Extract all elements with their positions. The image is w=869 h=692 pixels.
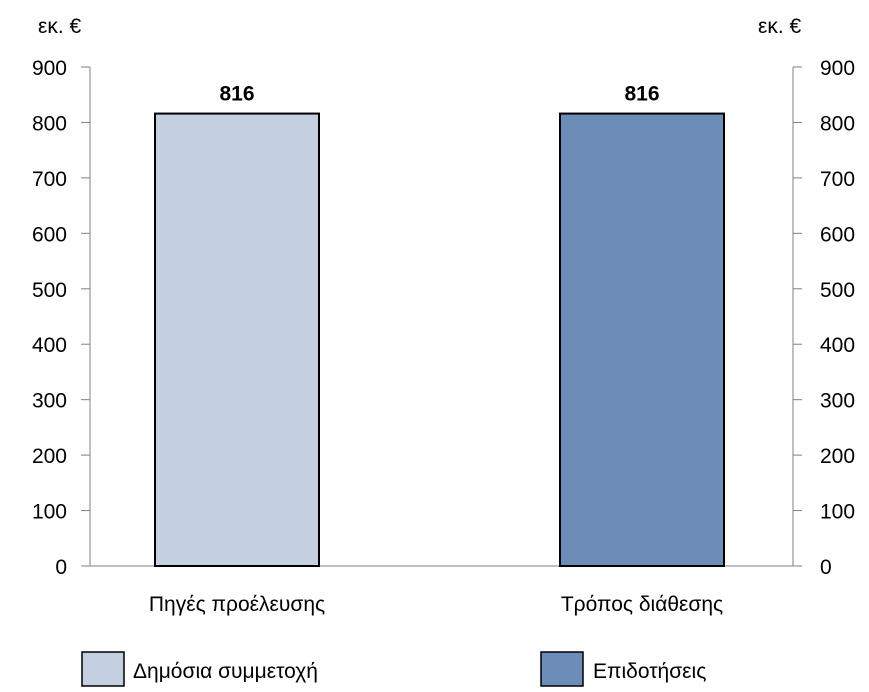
left-axis-tick-label: 800 [32,112,67,135]
legend-label: Επιδοτήσεις [593,660,706,683]
left-axis-tick-label: 400 [32,334,67,357]
left-axis-unit-label: εκ. € [38,15,82,38]
right-axis-tick-label: 900 [820,57,855,80]
left-axis-tick-label: 100 [32,501,67,524]
bar-data-label: 816 [219,83,254,106]
left-axis-tick-label: 0 [55,556,67,579]
right-axis-unit-label: εκ. € [758,15,802,38]
bar [559,112,725,567]
right-axis-tick-label: 800 [820,112,855,135]
right-axis-tick-label: 300 [820,390,855,413]
left-axis-tick-label: 700 [32,168,67,191]
category-labels: Πηγές προέλευσης Τρόπος διάθεσης [149,593,723,616]
category-label: Πηγές προέλευσης [149,593,325,616]
right-axis-tick-label: 700 [820,168,855,191]
legend-swatch [81,651,125,687]
bar [154,112,320,567]
right-axis-tick-label: 100 [820,501,855,524]
left-axis-tick-label: 600 [32,223,67,246]
left-axis-tick-label: 200 [32,445,67,468]
right-axis-tick-label: 600 [820,223,855,246]
left-axis-unit-group: εκ. € [38,15,82,38]
right-axis-tick-label: 500 [820,279,855,302]
legend: Δημόσια συμμετοχή Επιδοτήσεις [81,651,706,687]
right-axis-tick-label: 0 [820,556,832,579]
left-axis-tick-label: 500 [32,279,67,302]
data-labels: 816 816 [219,83,659,106]
bar-data-label: 816 [624,83,659,106]
left-axis-tick-label: 300 [32,390,67,413]
legend-swatch [540,651,584,687]
bars [154,112,725,567]
left-y-axis: 0 100 200 300 400 500 600 700 800 900 [32,57,91,579]
left-axis-tick-label: 900 [32,57,67,80]
category-label: Τρόπος διάθεσης [561,593,723,616]
right-axis-tick-label: 200 [820,445,855,468]
right-y-axis: 0 100 200 300 400 500 600 700 800 900 [792,57,855,579]
legend-label: Δημόσια συμμετοχή [133,660,318,683]
right-axis-tick-label: 400 [820,334,855,357]
right-axis-unit-group: εκ. € [758,15,802,38]
